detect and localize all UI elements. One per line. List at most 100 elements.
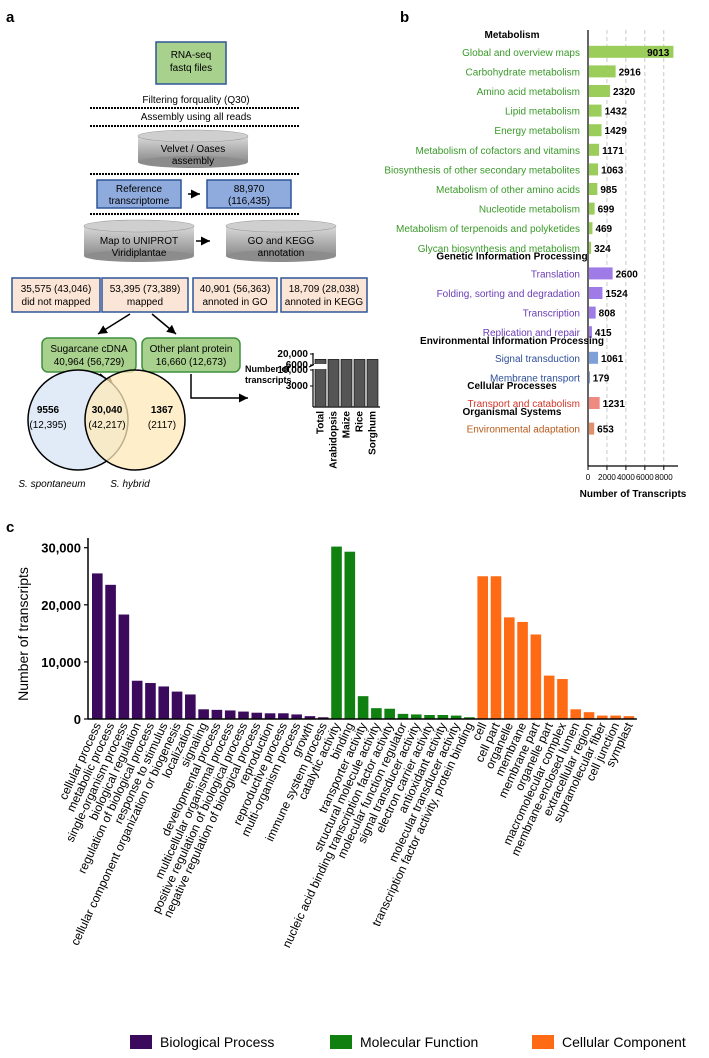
panel-b-row-label: Transcription bbox=[523, 309, 580, 320]
velvet-line2: assembly bbox=[172, 156, 214, 167]
inset-category-label: Sorghum bbox=[368, 411, 379, 455]
panel-c-bar bbox=[503, 617, 515, 719]
panel-c-bar bbox=[304, 716, 316, 719]
panel-b-value-label: 653 bbox=[597, 425, 614, 436]
panel-b-value-label: 985 bbox=[600, 185, 617, 196]
panel-b-row-label: Metabolism of other amino acids bbox=[436, 185, 580, 196]
inset-category-label: Maize bbox=[342, 411, 353, 439]
count-line2: (116,435) bbox=[228, 196, 270, 207]
panel-b-value-label: 1432 bbox=[605, 107, 628, 118]
count-box bbox=[206, 179, 292, 209]
panel-b-value-label: 1231 bbox=[603, 399, 626, 410]
panel-b-bar bbox=[589, 85, 610, 97]
panel-b-row-label: Global and overview maps bbox=[462, 48, 580, 59]
legend-swatch-molecular-function bbox=[330, 1035, 352, 1049]
panel-b-bar bbox=[589, 371, 590, 384]
go-annot-box bbox=[192, 277, 278, 313]
not-mapped-box bbox=[11, 277, 101, 313]
inset-bar-sorghum bbox=[366, 359, 379, 408]
arrow-other-to-inset bbox=[190, 374, 248, 403]
panel-c-ytick-label: 30,000 bbox=[41, 541, 81, 556]
panel-b-group-header: Organismal Systems bbox=[463, 407, 562, 418]
panel-b-value-label: 808 bbox=[599, 309, 616, 320]
rnaseq-line2: fastq files bbox=[170, 63, 212, 74]
inset-ytick-label: 3000 bbox=[286, 381, 309, 392]
venn-left-value: 9556 bbox=[37, 405, 60, 416]
panel-c-bar bbox=[264, 713, 276, 719]
venn-right-paren: (2117) bbox=[148, 420, 176, 431]
arrow-mapped-to-sugarcane bbox=[97, 313, 131, 335]
panel-c-bar bbox=[105, 584, 116, 719]
rnaseq-line1: RNA-seq bbox=[171, 50, 212, 61]
panel-c-category-label: cell bbox=[469, 720, 489, 742]
panel-c-bar bbox=[450, 715, 462, 719]
panel-b-xtick-label: 8000 bbox=[655, 473, 673, 482]
panel-b-value-label: 1524 bbox=[605, 289, 628, 300]
inset-bar-break bbox=[314, 364, 327, 369]
panel-c-ylabel: Number of transcripts bbox=[15, 567, 31, 701]
velvet-line1: Velvet / Oases bbox=[161, 144, 225, 155]
panel-b-row-label: Replication and repair bbox=[483, 328, 581, 339]
panel-b-row-label: Biosynthesis of other secondary metaboli… bbox=[384, 165, 580, 176]
inset-category-label: Arabidopsis bbox=[329, 411, 340, 469]
panel-b-bar bbox=[589, 351, 599, 364]
panel-c-bar bbox=[211, 709, 223, 719]
panel-b-row-label: Carbohydrate metabolism bbox=[466, 67, 581, 78]
filtering-text: Filtering forquality (Q30) bbox=[142, 95, 249, 106]
panel-b-row-label: Nucleotide metabolism bbox=[479, 205, 580, 216]
panel-b-row-label: Metabolism of terpenoids and polyketides bbox=[396, 224, 580, 235]
panel-c-bar bbox=[291, 714, 302, 719]
panel-c-bar bbox=[583, 712, 595, 719]
panel-c-bar bbox=[597, 715, 608, 719]
mapped-box bbox=[101, 277, 189, 313]
panel-c-bar bbox=[371, 708, 382, 719]
panel-c-bar bbox=[424, 715, 435, 719]
panel-b-bar bbox=[589, 306, 596, 319]
panel-c-bar bbox=[357, 696, 369, 719]
panel-b-row-label: Glycan biosynthesis and metabolism bbox=[418, 244, 580, 255]
panel-b-value-label: 2916 bbox=[619, 67, 642, 78]
panel-c-bar bbox=[437, 715, 449, 719]
inset-bar-maize bbox=[340, 359, 353, 408]
panel-b-bar bbox=[589, 202, 595, 215]
panel-b-value-label: 415 bbox=[595, 328, 612, 339]
panel-b-value-label: 1063 bbox=[601, 165, 624, 176]
panel-c-ytick-label: 20,000 bbox=[41, 598, 81, 613]
panel-b-row-label: Lipid metabolism bbox=[505, 107, 580, 118]
panel-c-bar bbox=[118, 614, 130, 719]
panel-c-bar bbox=[317, 717, 329, 719]
go-annot-line1: 40,901 (56,363) bbox=[200, 284, 271, 295]
panel-b-row-label: Metabolism of cofactors and vitamins bbox=[415, 146, 580, 157]
panel-b-group-header: Cellular Processes bbox=[467, 381, 557, 392]
not-mapped-line1: 35,575 (43,046) bbox=[21, 284, 92, 295]
panel-b-row-label: Signal transduction bbox=[495, 354, 580, 365]
venn-mid-value: 30,040 bbox=[92, 405, 123, 416]
legend-label: Biological Process bbox=[160, 1034, 274, 1050]
panel-c-bar bbox=[278, 713, 289, 719]
gokegg-cylinder bbox=[225, 219, 337, 262]
panel-b-bar bbox=[589, 163, 599, 176]
panel-b-xtick-label: 6000 bbox=[636, 473, 654, 482]
panel-b-bar bbox=[589, 143, 600, 156]
panel-b-xtick-label: 2000 bbox=[598, 473, 616, 482]
other-plant-line2: 16,660 (12,673) bbox=[156, 357, 227, 368]
venn-left-paren: (12,395) bbox=[29, 420, 66, 431]
panel-b-row-label: Energy metabolism bbox=[494, 126, 580, 137]
panel-b-value-label: 1429 bbox=[605, 126, 628, 137]
panel-label-a: a bbox=[6, 9, 15, 26]
panel-c-bar bbox=[384, 708, 395, 719]
reference-box bbox=[96, 179, 182, 209]
reference-line1: Reference bbox=[116, 184, 163, 195]
panel-c-bar bbox=[92, 573, 103, 719]
panel-c-bar bbox=[490, 576, 502, 719]
panel-b-xtick-label: 4000 bbox=[617, 473, 635, 482]
panel-c-bar bbox=[185, 694, 196, 719]
inset-bar-arabidopsis bbox=[327, 359, 340, 408]
venn-label-right: S. hybrid bbox=[110, 479, 150, 490]
kegg-annot-box bbox=[280, 277, 368, 313]
panel-b-bar bbox=[589, 267, 613, 280]
mapped-line1: 53,395 (73,389) bbox=[110, 284, 181, 295]
panel-b-row-label: Folding, sorting and degradation bbox=[437, 289, 580, 300]
panel-b-row-label: Transport and catabolism bbox=[468, 399, 580, 410]
